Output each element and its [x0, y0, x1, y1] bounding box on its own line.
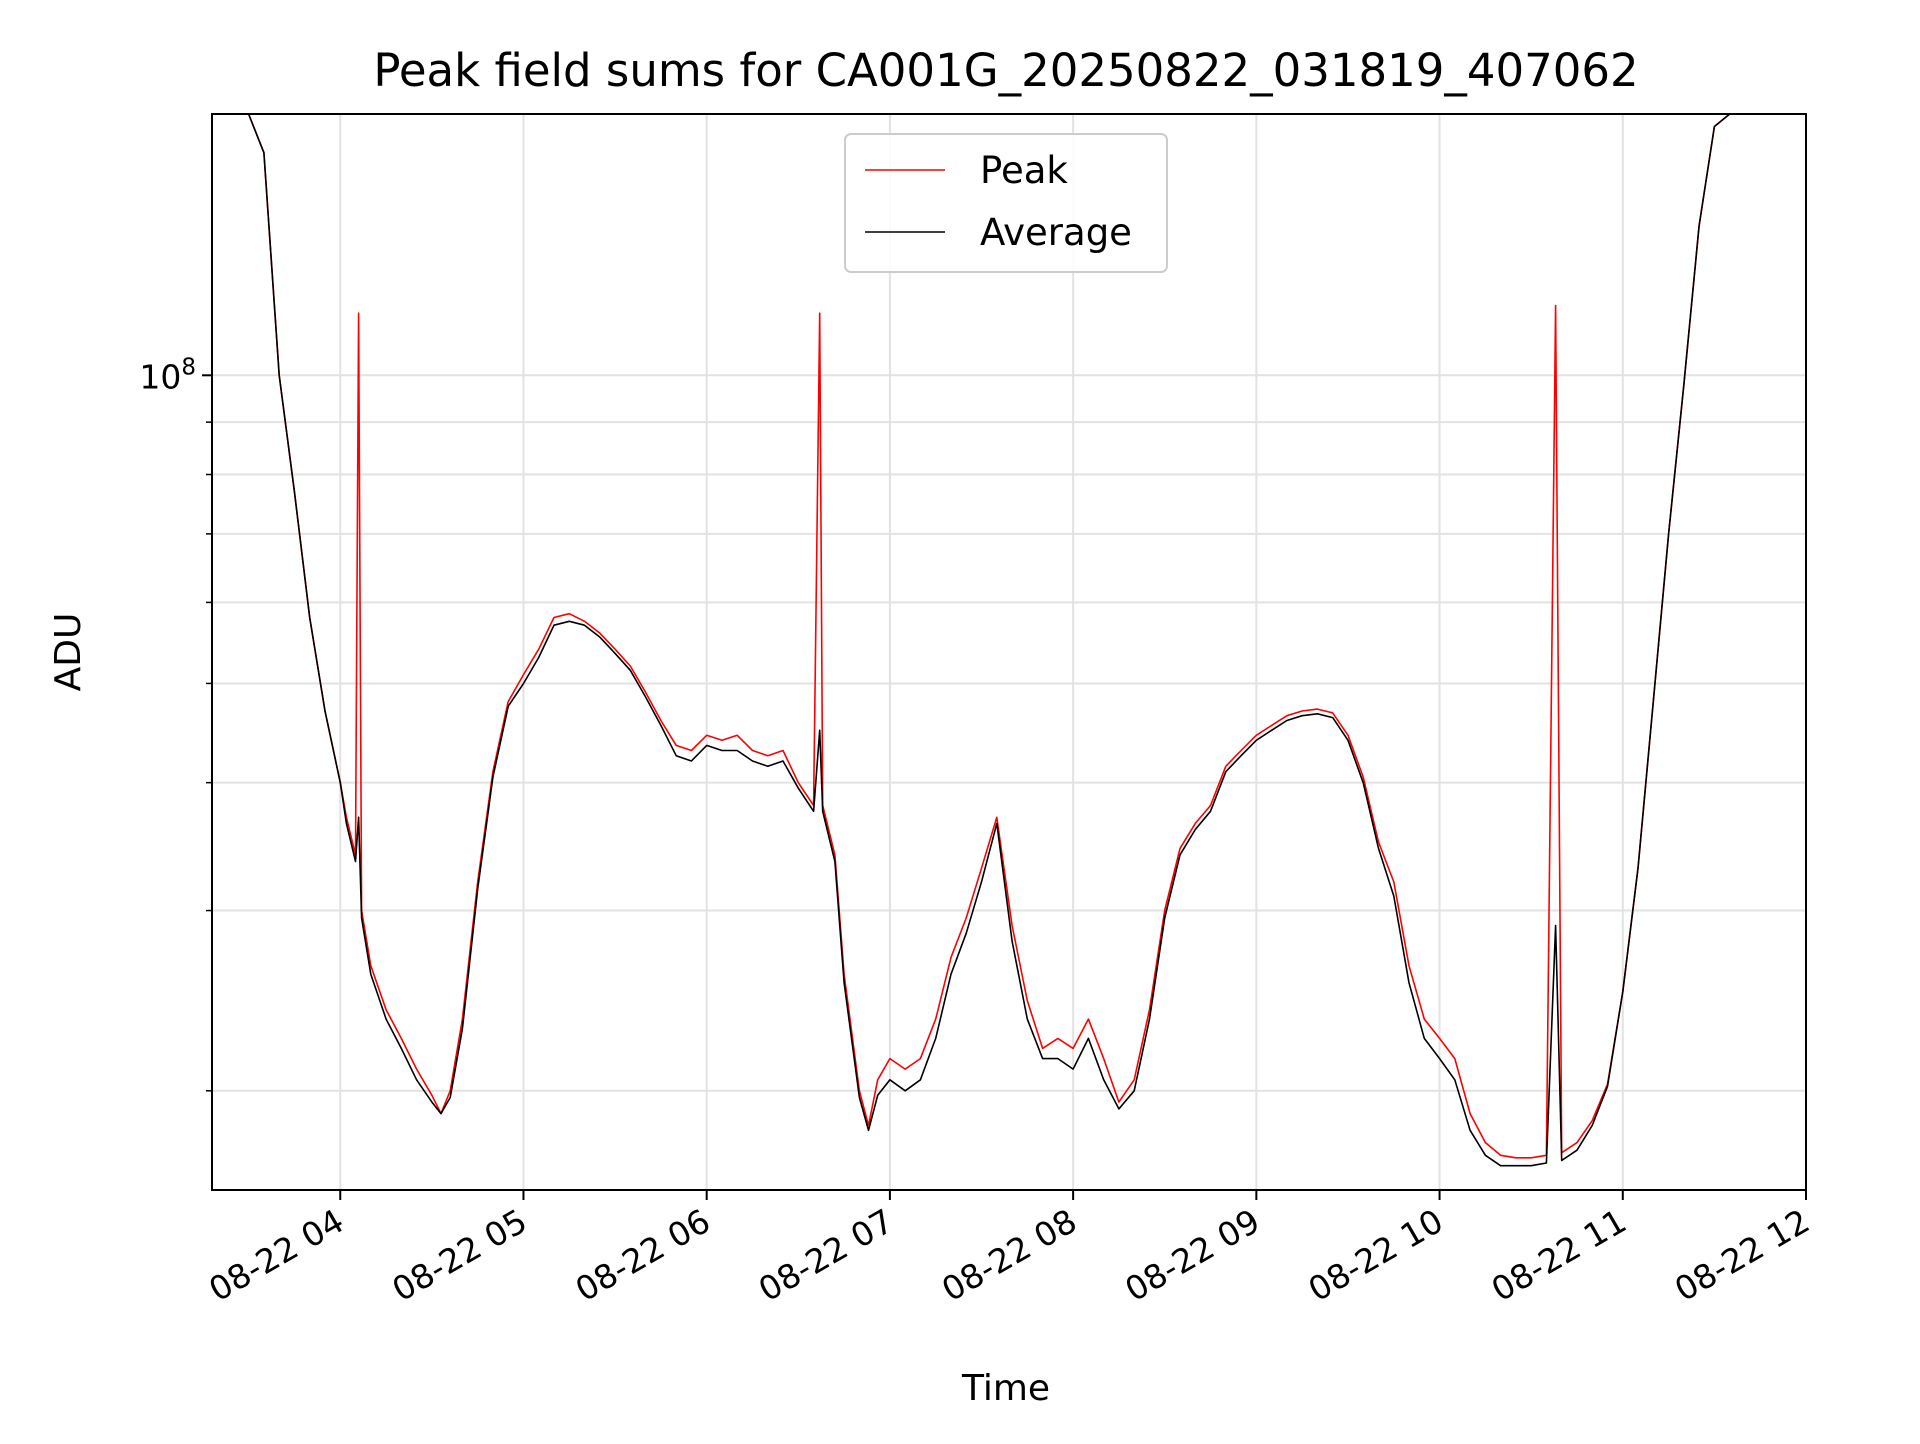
legend: Peak Average	[844, 133, 1168, 273]
x-axis-label: Time	[961, 1368, 1050, 1409]
x-tick-label: 08-22 07	[752, 1201, 900, 1309]
legend-label-peak: Peak	[980, 149, 1068, 192]
chart-title: Peak field sums for CA001G_20250822_0318…	[373, 44, 1638, 97]
series-lines	[247, 113, 1731, 1167]
legend-box	[844, 133, 1168, 273]
x-axis-ticks: 08-22 04 08-22 05 08-22 06 08-22 07 08-22 08…	[202, 1190, 1816, 1309]
plot-frame	[211, 113, 1807, 1191]
series-line-average	[247, 113, 1731, 1167]
grid-lines	[212, 114, 1807, 1190]
x-tick-label: 08-22 12	[1668, 1201, 1816, 1309]
x-tick-label: 08-22 10	[1302, 1201, 1450, 1309]
x-tick-label: 08-22 09	[1118, 1201, 1266, 1309]
y-axis-label: ADU	[48, 613, 89, 692]
x-tick-label: 08-22 06	[569, 1201, 717, 1309]
x-tick-label: 08-22 08	[935, 1201, 1083, 1309]
x-tick-label: 08-22 04	[202, 1201, 350, 1309]
series-line-peak	[247, 113, 1731, 1159]
y-axis-ticks: 108	[139, 354, 212, 1092]
legend-label-average: Average	[980, 211, 1132, 254]
x-tick-label: 08-22 11	[1485, 1201, 1633, 1309]
x-tick-label: 08-22 05	[385, 1201, 533, 1309]
y-tick-label: 108	[139, 354, 196, 396]
